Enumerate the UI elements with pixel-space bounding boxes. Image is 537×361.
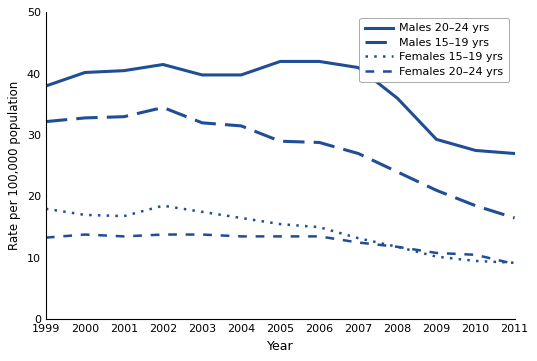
Females 20–24 yrs [394,245,401,249]
Males 15–19 yrs [82,116,88,120]
Males 20–24 yrs [121,69,127,73]
Line: Females 15–19 yrs: Females 15–19 yrs [46,206,514,263]
Females 15–19 yrs [277,222,284,226]
Males 15–19 yrs [277,139,284,143]
Line: Males 15–19 yrs: Males 15–19 yrs [46,108,514,218]
Females 20–24 yrs [238,234,244,239]
Females 20–24 yrs [121,234,127,239]
Females 20–24 yrs [199,232,205,237]
Females 15–19 yrs [82,213,88,217]
Females 15–19 yrs [42,206,49,211]
Y-axis label: Rate per 100,000 population: Rate per 100,000 population [9,81,21,251]
Females 20–24 yrs [160,232,166,237]
Males 20–24 yrs [433,137,440,142]
Males 15–19 yrs [394,170,401,174]
Males 20–24 yrs [160,62,166,67]
Females 15–19 yrs [316,225,323,229]
Males 15–19 yrs [433,188,440,192]
Males 20–24 yrs [316,59,323,64]
Females 20–24 yrs [82,232,88,237]
Females 15–19 yrs [433,255,440,259]
Males 20–24 yrs [355,65,361,70]
Females 15–19 yrs [121,214,127,218]
X-axis label: Year: Year [267,340,294,353]
Males 15–19 yrs [238,124,244,128]
Males 15–19 yrs [355,151,361,156]
Females 15–19 yrs [238,216,244,220]
Females 20–24 yrs [355,240,361,245]
Males 15–19 yrs [199,121,205,125]
Males 20–24 yrs [394,96,401,100]
Males 20–24 yrs [277,59,284,64]
Females 15–19 yrs [473,259,479,263]
Females 20–24 yrs [42,235,49,240]
Males 15–19 yrs [121,114,127,119]
Males 20–24 yrs [199,73,205,77]
Females 15–19 yrs [355,236,361,240]
Males 15–19 yrs [473,204,479,208]
Females 20–24 yrs [316,234,323,239]
Females 15–19 yrs [511,261,518,265]
Females 15–19 yrs [394,245,401,249]
Females 20–24 yrs [473,253,479,257]
Males 15–19 yrs [42,119,49,124]
Males 15–19 yrs [511,216,518,220]
Females 20–24 yrs [433,251,440,255]
Males 20–24 yrs [511,151,518,156]
Males 20–24 yrs [42,84,49,88]
Males 20–24 yrs [473,148,479,153]
Line: Males 20–24 yrs: Males 20–24 yrs [46,61,514,153]
Males 20–24 yrs [82,70,88,75]
Males 15–19 yrs [160,105,166,110]
Line: Females 20–24 yrs: Females 20–24 yrs [46,235,514,264]
Females 20–24 yrs [511,262,518,266]
Males 15–19 yrs [316,140,323,145]
Legend: Males 20–24 yrs, Males 15–19 yrs, Females 15–19 yrs, Females 20–24 yrs: Males 20–24 yrs, Males 15–19 yrs, Female… [359,18,509,82]
Females 15–19 yrs [199,210,205,214]
Males 20–24 yrs [238,73,244,77]
Females 20–24 yrs [277,234,284,239]
Females 15–19 yrs [160,204,166,208]
